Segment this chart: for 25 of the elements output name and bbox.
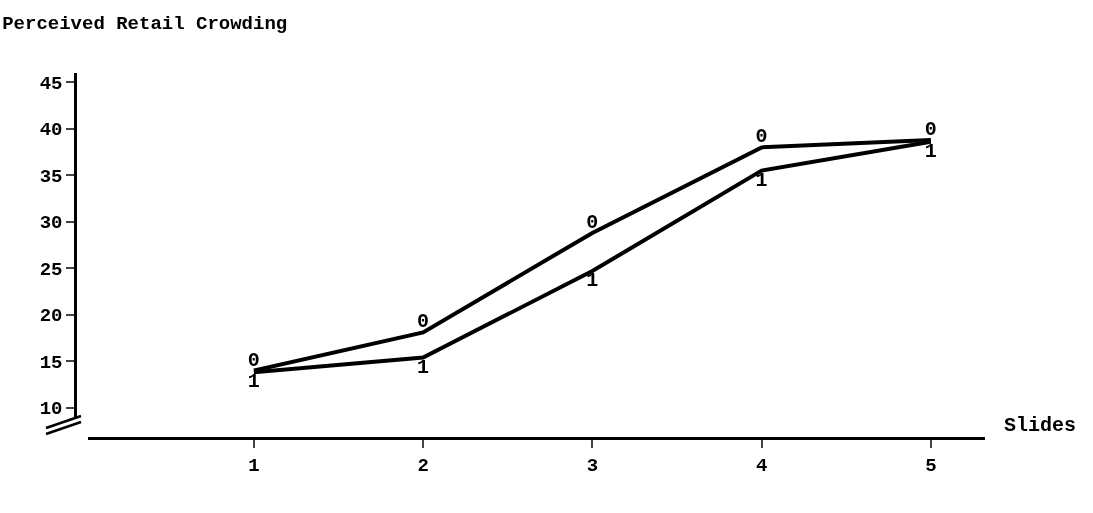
text: 0 — [586, 210, 599, 234]
y-tick-label: 35 — [39, 165, 63, 188]
y-tick-label: 15 — [39, 351, 63, 374]
y-tick-label: 20 — [39, 305, 63, 328]
text: 0 — [924, 117, 937, 141]
y-tick-label: 40 — [39, 119, 63, 142]
x-tick-label: 2 — [417, 454, 429, 477]
x-axis-title: Slides — [1004, 414, 1077, 437]
x-tick-label: 3 — [586, 454, 599, 477]
y-tick-label: 30 — [39, 212, 63, 235]
category-label: 1 — [247, 370, 260, 394]
x-tick-label: 4 — [755, 454, 768, 477]
category-label: 1 — [755, 168, 768, 192]
category-label: 1 — [586, 269, 599, 293]
x-tick-label: 1 — [248, 454, 260, 477]
text: 0 — [247, 348, 260, 372]
category-label: 1 — [924, 139, 937, 163]
y-tick-label: 25 — [39, 258, 63, 281]
y-tick-label: 45 — [39, 72, 63, 95]
x-tick-label: 5 — [925, 454, 937, 477]
series-label: 0 — [417, 310, 430, 334]
text: 0 — [755, 125, 768, 149]
series-label: 1 — [417, 355, 430, 379]
chart-title: Perceived Retail Crowding — [2, 12, 288, 35]
y-tick-label: 10 — [39, 398, 63, 421]
